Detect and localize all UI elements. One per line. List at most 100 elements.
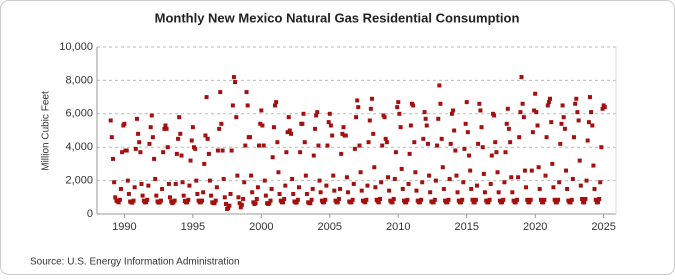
data-point [472, 200, 477, 205]
data-point [545, 103, 550, 108]
data-point [502, 180, 507, 185]
data-point [602, 105, 607, 110]
data-point [311, 153, 316, 158]
data-point [395, 105, 400, 110]
data-point [346, 190, 351, 195]
data-point [527, 200, 532, 205]
data-point [400, 186, 405, 191]
data-point [398, 125, 403, 130]
data-point [584, 178, 589, 183]
data-point [597, 196, 602, 201]
data-point [385, 175, 390, 180]
data-point [509, 175, 514, 180]
data-point [118, 186, 123, 191]
data-point [440, 165, 445, 170]
data-point [304, 191, 309, 196]
data-point [284, 150, 289, 155]
data-point [290, 176, 295, 181]
data-point [260, 123, 265, 128]
x-tick-label: 2020 [523, 221, 547, 233]
data-point [314, 113, 319, 118]
data-point [172, 198, 177, 203]
data-point [582, 200, 587, 205]
data-point [229, 148, 234, 153]
data-point [130, 200, 135, 205]
data-point [376, 200, 381, 205]
x-tick-label: 2015 [454, 221, 478, 233]
data-point [331, 173, 336, 178]
data-point [562, 126, 567, 131]
data-point [153, 176, 158, 181]
data-point [437, 83, 442, 88]
data-point [519, 75, 524, 80]
data-point [276, 170, 281, 175]
data-point [318, 190, 323, 195]
data-point [464, 100, 469, 105]
data-point [140, 193, 145, 198]
data-point [218, 90, 223, 95]
data-point [514, 197, 519, 202]
data-point [591, 163, 596, 168]
data-point [449, 111, 454, 116]
data-point [254, 196, 259, 201]
data-point [585, 138, 590, 143]
data-point [583, 196, 588, 201]
data-point [212, 201, 217, 206]
data-point [589, 110, 594, 115]
data-point [518, 110, 523, 115]
data-point [205, 136, 210, 141]
data-point [138, 150, 143, 155]
data-point [315, 110, 320, 115]
data-point [262, 178, 267, 183]
data-point [203, 133, 208, 138]
data-point [475, 183, 480, 188]
data-point [274, 100, 279, 105]
data-point [448, 141, 453, 146]
data-point [247, 135, 252, 140]
data-point [593, 197, 598, 202]
data-point [244, 90, 249, 95]
data-point [495, 170, 500, 175]
data-point [286, 115, 291, 120]
data-point [558, 141, 563, 146]
data-point [435, 143, 440, 148]
data-point [241, 196, 246, 201]
data-point [358, 170, 363, 175]
data-point [154, 193, 159, 198]
data-point [586, 120, 591, 125]
y-tick-label: 0 [87, 208, 93, 220]
data-point [397, 111, 402, 116]
data-point [178, 131, 183, 136]
data-point [149, 113, 154, 118]
data-point [177, 115, 182, 120]
data-point [487, 197, 492, 202]
data-point [447, 176, 452, 181]
data-point [387, 188, 392, 193]
data-point [592, 186, 597, 191]
data-point [427, 173, 432, 178]
data-point [368, 106, 373, 111]
data-point [134, 116, 139, 121]
data-point [598, 180, 603, 185]
data-point [291, 191, 296, 196]
x-tick-label: 2010 [386, 221, 410, 233]
data-point [352, 146, 357, 151]
data-point [486, 200, 491, 205]
data-point [237, 201, 242, 206]
data-point [271, 125, 276, 130]
data-point [181, 193, 186, 198]
data-point [147, 141, 152, 146]
data-point [570, 176, 575, 181]
data-point [219, 121, 224, 126]
data-point [522, 168, 527, 173]
data-point [529, 168, 534, 173]
data-point [482, 190, 487, 195]
source-note: Source: U.S. Energy Information Administ… [30, 257, 240, 268]
data-point [324, 183, 329, 188]
data-point [532, 108, 537, 113]
data-point [372, 165, 377, 170]
data-point [371, 131, 376, 136]
data-point [576, 118, 581, 123]
data-point [446, 197, 451, 202]
data-point [188, 158, 193, 163]
